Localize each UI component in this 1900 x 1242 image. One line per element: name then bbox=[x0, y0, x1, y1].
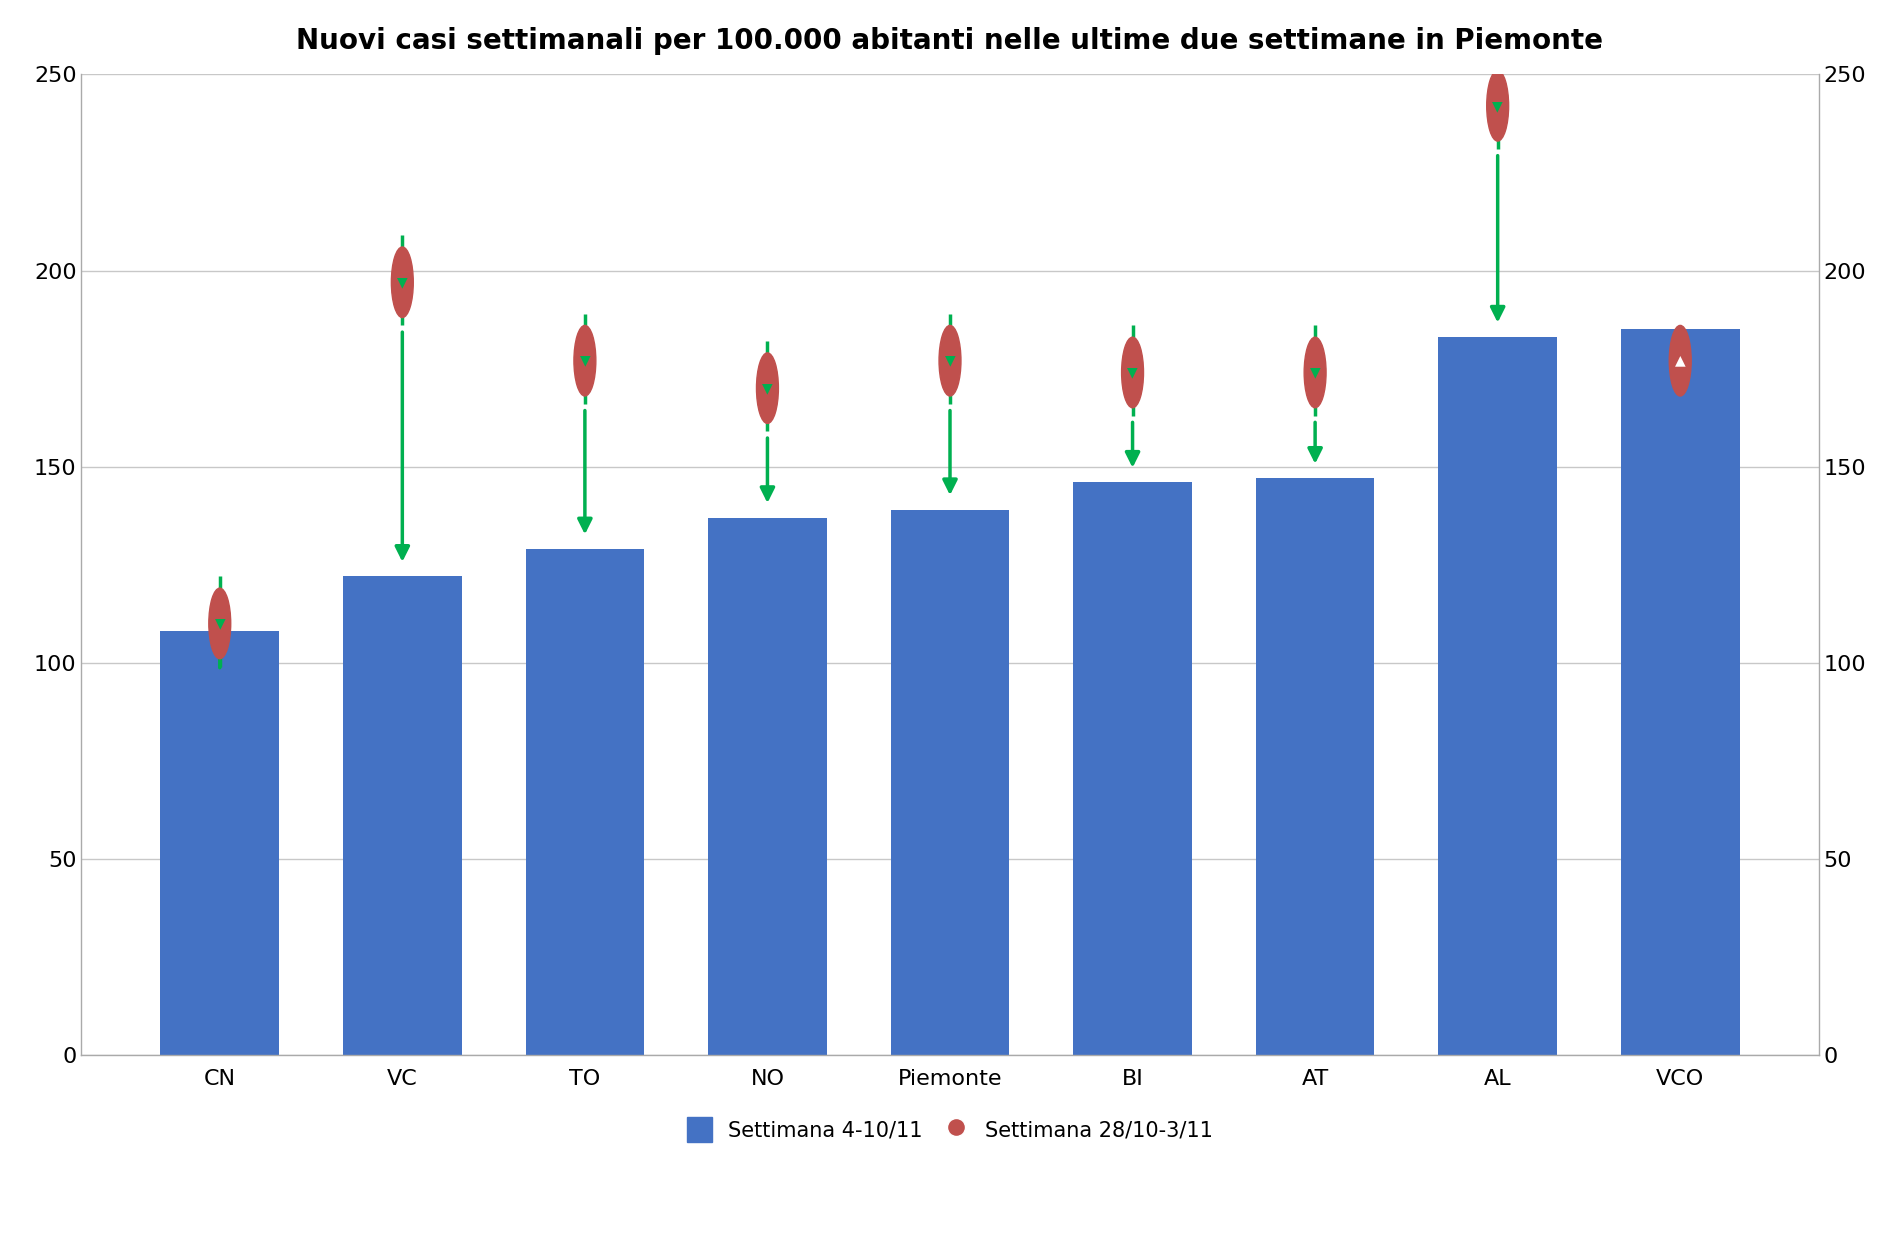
Bar bbox=[344, 576, 462, 1054]
Bar bbox=[891, 509, 1009, 1054]
Ellipse shape bbox=[391, 247, 414, 318]
Ellipse shape bbox=[1121, 337, 1144, 407]
Text: ▼: ▼ bbox=[397, 276, 408, 289]
Ellipse shape bbox=[209, 589, 230, 658]
Bar bbox=[1621, 329, 1740, 1054]
Text: ▼: ▼ bbox=[580, 354, 591, 368]
Bar bbox=[1074, 482, 1191, 1054]
Ellipse shape bbox=[1486, 71, 1509, 142]
Legend: Settimana 4-10/11, Settimana 28/10-3/11: Settimana 4-10/11, Settimana 28/10-3/11 bbox=[686, 1117, 1214, 1143]
Title: Nuovi casi settimanali per 100.000 abitanti nelle ultime due settimane in Piemon: Nuovi casi settimanali per 100.000 abita… bbox=[296, 27, 1604, 56]
Bar bbox=[160, 631, 279, 1054]
Ellipse shape bbox=[1303, 337, 1326, 407]
Bar bbox=[709, 518, 826, 1054]
Text: ▼: ▼ bbox=[944, 354, 956, 368]
Bar bbox=[1256, 478, 1374, 1054]
Text: ▼: ▼ bbox=[762, 381, 773, 395]
Text: ▼: ▼ bbox=[1492, 99, 1503, 113]
Ellipse shape bbox=[1670, 325, 1691, 396]
Text: ▲: ▲ bbox=[1676, 354, 1685, 368]
Ellipse shape bbox=[756, 353, 779, 424]
Ellipse shape bbox=[574, 325, 597, 396]
Text: ▼: ▼ bbox=[215, 616, 224, 631]
Bar bbox=[1438, 337, 1556, 1054]
Text: ▼: ▼ bbox=[1127, 365, 1138, 380]
Text: ▼: ▼ bbox=[1309, 365, 1320, 380]
Ellipse shape bbox=[939, 325, 961, 396]
Bar bbox=[526, 549, 644, 1054]
